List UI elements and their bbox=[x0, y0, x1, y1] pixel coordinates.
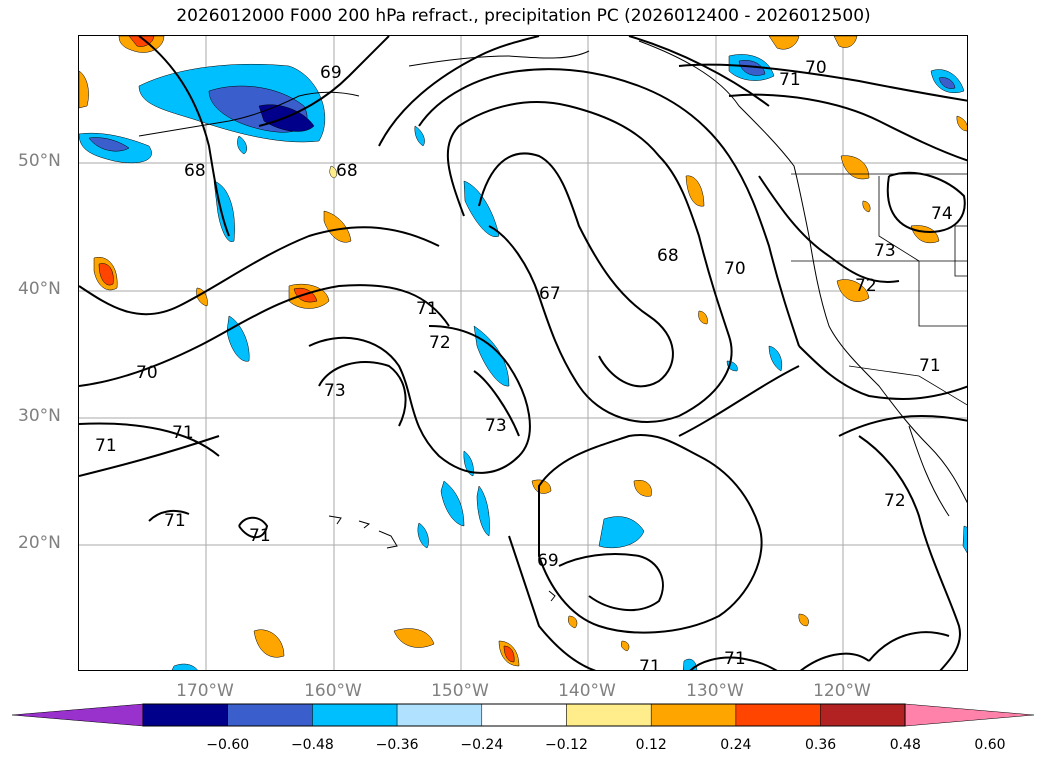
colorbar-tick-label: 0.36 bbox=[805, 737, 837, 753]
colorbar-segment bbox=[566, 703, 652, 727]
contour-label: 70 bbox=[724, 259, 746, 279]
contour-label: 71 bbox=[416, 299, 438, 319]
lat-label-50n: 50°N bbox=[18, 151, 61, 171]
map-panel[interactable]: 69 70 71 68 68 74 68 70 73 67 72 71 72 7… bbox=[78, 35, 968, 671]
lon-label-160w: 160°W bbox=[304, 681, 362, 701]
borders bbox=[791, 173, 967, 406]
contour-label: 74 bbox=[931, 204, 953, 224]
colorbar-segments bbox=[11, 703, 1035, 727]
colorbar-extend-low bbox=[11, 703, 144, 727]
contour-label: 71 bbox=[639, 657, 661, 671]
colorbar-tick-label: 0.12 bbox=[635, 737, 667, 753]
colorbar-segment bbox=[735, 703, 821, 727]
map-canvas: 69 70 71 68 68 74 68 70 73 67 72 71 72 7… bbox=[79, 36, 967, 671]
contour-label: 71 bbox=[172, 423, 194, 443]
colorbar-segment bbox=[227, 703, 313, 727]
map-title: 2026012000 F000 200 hPa refract., precip… bbox=[176, 6, 871, 26]
colorbar-tick-label: −0.48 bbox=[290, 737, 334, 753]
colorbar-segment bbox=[142, 703, 228, 727]
graticule bbox=[79, 36, 967, 670]
colorbar-tick-label: 0.48 bbox=[889, 737, 921, 753]
contour-label: 73 bbox=[324, 381, 346, 401]
lon-label-120w: 120°W bbox=[813, 681, 871, 701]
contour-label: 70 bbox=[805, 58, 827, 78]
contour-label-group: 69 70 71 68 68 74 68 70 73 67 72 71 72 7… bbox=[95, 58, 953, 671]
colorbar-segment bbox=[396, 703, 483, 727]
contour-label: 68 bbox=[657, 246, 679, 266]
colorbar bbox=[11, 703, 1035, 727]
contour-label: 69 bbox=[320, 63, 342, 83]
contour-label: 72 bbox=[884, 491, 906, 511]
colorbar-segment bbox=[820, 703, 906, 727]
contour-label: 71 bbox=[779, 70, 801, 90]
colorbar-tick-label: 0.24 bbox=[720, 737, 752, 753]
contour-label: 72 bbox=[855, 276, 877, 296]
colorbar-tick-label: −0.36 bbox=[375, 737, 419, 753]
lon-label-170w: 170°W bbox=[176, 681, 234, 701]
lon-label-150w: 150°W bbox=[431, 681, 489, 701]
contour-label: 70 bbox=[136, 363, 158, 383]
lat-label-40n: 40°N bbox=[18, 279, 61, 299]
lat-label-30n: 30°N bbox=[18, 406, 61, 426]
contour-label: 69 bbox=[537, 551, 559, 571]
contour-label: 68 bbox=[184, 161, 206, 181]
refractivity-contours bbox=[79, 36, 967, 670]
colorbar-segment bbox=[481, 703, 567, 727]
contour-label: 67 bbox=[539, 284, 561, 304]
precip-positive bbox=[79, 36, 967, 667]
colorbar-extend-high bbox=[905, 703, 1035, 727]
lon-label-130w: 130°W bbox=[686, 681, 744, 701]
contour-label: 73 bbox=[485, 416, 507, 436]
contour-label: 68 bbox=[336, 161, 358, 181]
lon-label-140w: 140°W bbox=[558, 681, 616, 701]
contour-label: 73 bbox=[874, 241, 896, 261]
contour-label: 71 bbox=[919, 356, 941, 376]
precip-negative bbox=[79, 54, 967, 670]
coastlines bbox=[138, 40, 967, 602]
contour-label: 71 bbox=[164, 511, 186, 531]
colorbar-segment bbox=[312, 703, 398, 727]
lat-label-20n: 20°N bbox=[18, 533, 61, 553]
colorbar-segment bbox=[650, 703, 737, 727]
colorbar-tick-label: 0.60 bbox=[974, 737, 1006, 753]
contour-label: 71 bbox=[724, 649, 746, 669]
contour-label: 71 bbox=[95, 436, 117, 456]
colorbar-tick-label: −0.24 bbox=[460, 737, 504, 753]
contour-label: 72 bbox=[429, 333, 451, 353]
colorbar-tick-label: −0.60 bbox=[206, 737, 250, 753]
colorbar-tick-label: −0.12 bbox=[545, 737, 588, 753]
contour-label: 71 bbox=[249, 526, 271, 546]
